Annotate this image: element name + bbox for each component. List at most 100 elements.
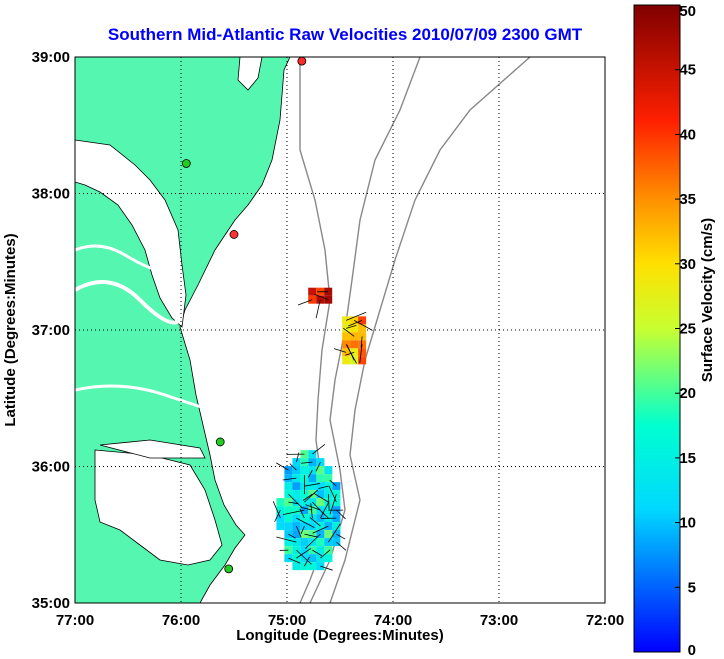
velocity-vector [302, 493, 313, 501]
colorbar-tick-label: 25 [679, 321, 696, 338]
velocity-cell [308, 287, 317, 296]
x-tick-label: 74:00 [374, 612, 412, 629]
velocity-vector [336, 541, 347, 551]
velocity-vector [312, 525, 329, 534]
velocity-cell [308, 482, 317, 491]
chesapeake-bay [75, 139, 187, 328]
velocity-vector [289, 463, 297, 471]
velocity-cell [316, 490, 325, 499]
x-tick-label: 77:00 [56, 612, 94, 629]
radar-site-marker [215, 437, 225, 447]
colorbar-label: Surface Velocity (cm/s) [699, 218, 716, 382]
velocity-cell [276, 522, 285, 531]
velocity-cell [316, 466, 325, 475]
velocity-cell [316, 546, 325, 555]
velocity-vector [272, 501, 281, 519]
y-tick-label: 36:00 [32, 459, 70, 476]
albemarle-sound [99, 439, 206, 459]
river [75, 280, 182, 325]
pamlico-sound [94, 449, 223, 566]
delaware-bay [237, 57, 263, 91]
velocity-cell [324, 554, 333, 563]
colorbar-gradient [633, 4, 681, 653]
y-tick-label: 37:00 [32, 322, 70, 339]
colorbar-tick-label: 15 [679, 450, 696, 467]
velocity-cell [284, 538, 293, 547]
x-tick-label: 72:00 [586, 612, 624, 629]
velocity-vector [282, 477, 297, 481]
velocity-vector [310, 503, 313, 519]
colorbar-tick-label: 20 [679, 385, 696, 402]
colorbar-tick-label: 45 [679, 62, 696, 79]
y-tick-label: 35:00 [32, 595, 70, 612]
velocity-vector [333, 348, 347, 353]
bathymetry-contour [329, 57, 531, 603]
velocity-cell [332, 522, 341, 531]
velocity-vector [318, 485, 329, 489]
velocity-vector [329, 479, 337, 487]
x-tick-label: 76:00 [162, 612, 200, 629]
velocity-cell [308, 474, 317, 483]
velocity-vector [296, 525, 302, 538]
x-tick-label: 75:00 [268, 612, 306, 629]
colorbar-tick-label: 30 [679, 256, 696, 273]
velocity-vector [336, 509, 346, 520]
velocity-cell [284, 514, 293, 523]
river [75, 384, 201, 408]
plot-area [74, 56, 606, 604]
velocity-vector [274, 509, 281, 522]
velocity-vector [300, 506, 313, 511]
velocity-cell [292, 562, 301, 571]
velocity-cell [316, 538, 325, 547]
velocity-vector [305, 533, 321, 549]
velocity-cell [308, 562, 317, 571]
velocity-vector [276, 536, 297, 543]
colorbar-tick-label: 5 [688, 579, 696, 596]
velocity-vector [313, 492, 329, 503]
velocity-cell [300, 546, 309, 555]
velocity-cell [284, 506, 293, 515]
velocity-vector [360, 336, 363, 348]
velocity-vector [328, 494, 330, 510]
velocity-vector [315, 461, 321, 472]
y-axis-label: Latitude (Degrees:Minutes) [2, 233, 19, 426]
velocity-cell [308, 554, 317, 563]
velocity-vector [299, 508, 305, 519]
velocity-vector [296, 517, 315, 528]
radar-site-marker [224, 564, 234, 574]
velocity-vector [304, 489, 319, 503]
velocity-vector [304, 483, 321, 487]
velocity-cell [292, 530, 301, 539]
velocity-vector [315, 299, 321, 319]
velocity-cell [300, 458, 309, 467]
bathymetry-contour [309, 57, 421, 603]
velocity-vectors [272, 291, 373, 571]
river [75, 244, 161, 272]
velocity-vector [276, 462, 289, 471]
velocity-cell [308, 530, 317, 539]
velocity-vector [288, 557, 301, 564]
chart-title: Southern Mid-Atlantic Raw Velocities 201… [108, 25, 583, 44]
velocity-cell [292, 490, 301, 499]
velocity-cell [324, 530, 333, 539]
velocity-vector [288, 533, 296, 539]
velocity-vector [309, 517, 321, 527]
radar-sites [181, 56, 307, 574]
velocity-vector [321, 511, 329, 519]
velocity-vector [307, 469, 313, 478]
velocity-vector [296, 548, 312, 559]
velocity-cell [300, 538, 309, 547]
radar-site-marker [297, 56, 307, 66]
velocity-cell [324, 546, 333, 555]
colorbar-tick-label: 35 [679, 191, 696, 208]
velocity-vector [346, 325, 357, 329]
radar-site-marker [229, 230, 239, 239]
velocity-cell [342, 332, 351, 341]
colorbar-tick-label: 0 [688, 642, 696, 659]
velocity-vector [305, 504, 321, 511]
x-tick-label: 73:00 [480, 612, 518, 629]
velocity-vector [348, 319, 363, 327]
velocity-cell [284, 474, 293, 483]
velocity-vector [328, 523, 341, 543]
